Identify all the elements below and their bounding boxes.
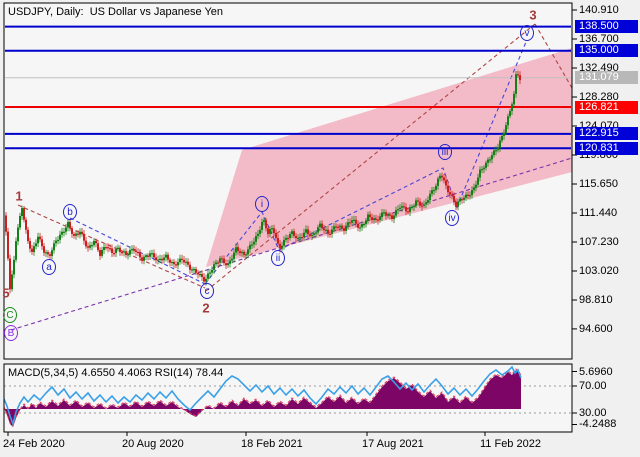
trend-line-1[interactable] <box>205 23 536 292</box>
indicator-plot-bg <box>4 364 572 432</box>
macd-histogram-area <box>4 370 521 427</box>
trend-line-0[interactable] <box>17 204 206 289</box>
trend-line-4[interactable] <box>204 41 527 285</box>
chart-title: USDJPY, Daily: US Dollar vs Japanese Yen <box>8 6 224 18</box>
macd-signal-line <box>4 368 522 427</box>
trend-line-2[interactable] <box>534 23 573 89</box>
indicator-plot-border <box>3 363 573 433</box>
rsi-line <box>4 365 522 427</box>
indicator-label: MACD(5,34,5) 4.6550 4.4063 RSI(14) 78.44 <box>8 367 224 379</box>
main-plot-border <box>3 2 573 360</box>
candlestick-series <box>5 70 521 294</box>
elliott-channel[interactable] <box>206 48 572 267</box>
